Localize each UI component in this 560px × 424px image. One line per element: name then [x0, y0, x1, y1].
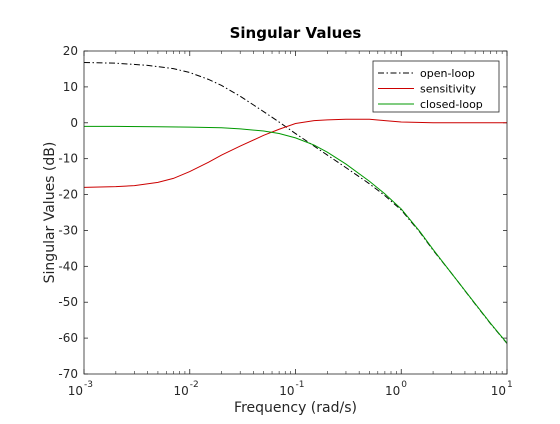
x-tick-label: 10 0 [385, 380, 407, 398]
y-tick-label: -50 [58, 295, 78, 309]
legend: open-loop sensitivity closed-loop [372, 60, 500, 113]
axes-box [83, 50, 508, 375]
y-tick-label: -20 [58, 188, 78, 202]
series-lines [84, 61, 507, 344]
y-tick-label: -70 [58, 367, 78, 381]
x-tick-label: 10 -1 [279, 380, 304, 398]
y-tick-label: 20 [63, 44, 78, 58]
y-axis-label: Singular Values (dB) [42, 142, 58, 284]
x-tick-base: 10 [279, 384, 294, 398]
legend-label-closed-loop: closed-loop [420, 98, 483, 111]
x-tick-base: 10 [385, 384, 400, 398]
x-tick-label: 10 -2 [173, 380, 198, 398]
x-tick-exponent: -3 [84, 380, 93, 390]
x-tick-exponent: -1 [296, 380, 305, 390]
x-tick-label: 10 -3 [68, 380, 93, 398]
series-line-open-loop [84, 61, 507, 344]
x-axis-label: Frequency (rad/s) [234, 400, 357, 416]
y-tick-label: -60 [58, 331, 78, 345]
y-tick-label: 0 [70, 116, 78, 130]
x-tick-base: 10 [491, 384, 506, 398]
legend-label-sensitivity: sensitivity [420, 83, 477, 96]
series-line-sensitivity [84, 118, 507, 188]
x-tick-exponent: 1 [507, 380, 513, 390]
x-tick-label: 10 1 [491, 380, 513, 398]
x-tick-base: 10 [68, 384, 83, 398]
series-line-closed-loop [84, 125, 507, 344]
y-tick-label: 10 [63, 80, 78, 94]
y-tick-label: -10 [58, 152, 78, 166]
chart-title: Singular Values [230, 24, 362, 42]
legend-label-open-loop: open-loop [420, 67, 475, 80]
x-tick-base: 10 [173, 384, 188, 398]
x-tick-exponent: -2 [190, 380, 199, 390]
y-tick-label: -30 [58, 223, 78, 237]
y-tick-label: -40 [58, 259, 78, 273]
x-tick-exponent: 0 [401, 380, 407, 390]
